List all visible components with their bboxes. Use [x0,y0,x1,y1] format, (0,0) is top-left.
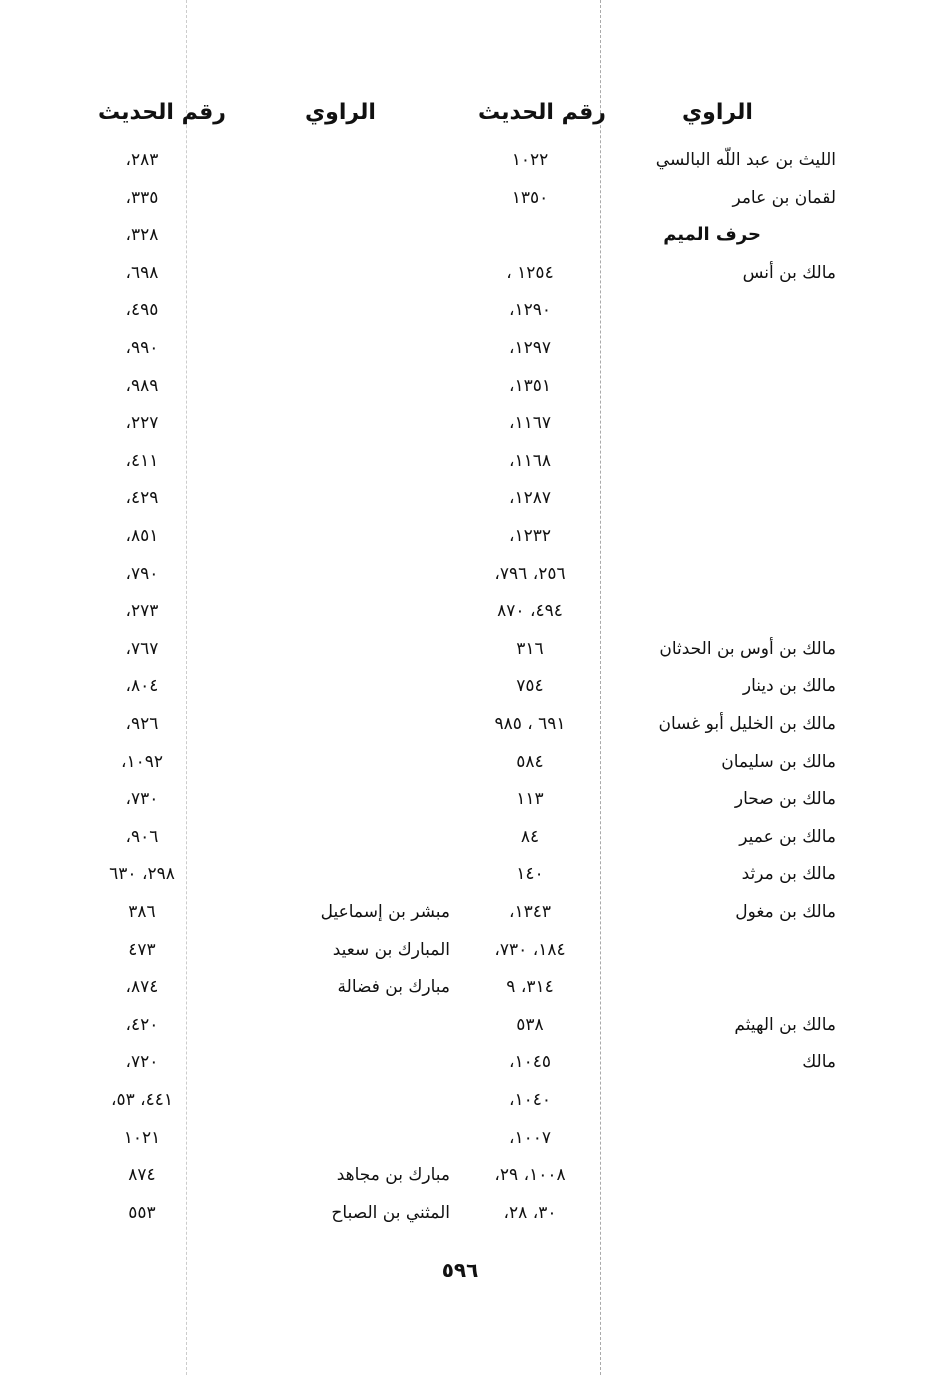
hadith-numbers: ٧٥٤ [516,676,544,697]
header-hadith-number-right: رقم الحديث [478,100,606,125]
hadith-numbers: ٤٩٥، [125,300,159,321]
header-narrator-left: الراوي [305,100,376,125]
hadith-numbers: ٧٢٠، [125,1052,159,1073]
hadith-numbers: ٤٢٩، [125,488,159,509]
section-heading: حرف الميم [663,224,761,246]
header-hadith-number-left: رقم الحديث [98,100,226,125]
narrator-name: مالك بن أنس [742,262,836,283]
narrator-name: مالك بن أوس بن الحدثان [659,638,836,659]
hadith-numbers: ٤٢٠، [125,1014,159,1035]
hadith-numbers: ٢٢٧، [125,413,159,434]
narrator-name: مالك بن عمير [739,826,836,847]
hadith-numbers: ٤٤١، ٥٣، [110,1090,174,1110]
narrator-name: مبارك بن فضالة [337,977,450,998]
hadith-numbers: ٨٧٤، [125,977,159,998]
hadith-numbers: ١٠٠٨، ٢٩، [494,1165,566,1186]
hadith-numbers: ٦٩٨، [125,262,159,283]
narrator-name: مبارك بن مجاهد [336,1165,450,1186]
hadith-numbers: ٩٢٦، [125,714,159,734]
narrator-name: لقمان بن عامر [732,187,836,208]
hadith-numbers [450,220,610,250]
hadith-numbers: ١٤٠ [516,864,544,885]
hadith-numbers: ٤٧٣ [128,939,156,960]
hadith-numbers: ١٨٤، ٧٣٠، [494,939,566,960]
hadith-numbers: ٩٠٦، [125,826,159,847]
hadith-numbers: ٩٩٠، [125,338,159,358]
narrator-name: مالك بن سليمان [721,751,836,772]
hadith-numbers: ٣٨٦ [128,902,156,922]
narrator-name: مالك بن الخليل أبو غسان [658,714,836,734]
hadith-numbers: ١٣٥١، [508,375,552,396]
hadith-numbers: ٢٨٣، [125,150,159,170]
hadith-numbers: ٥٥٣ [128,1202,156,1223]
hadith-numbers: ٣١٦ [516,638,544,659]
hadith-numbers: ١٠٤٠، [508,1090,552,1110]
hadith-numbers: ١٢٩٠، [508,300,552,321]
narrator-name: المبارك بن سعيد [332,939,450,960]
hadith-numbers: ٩٨٩، [125,375,159,396]
page-number: ٥٩٦ [441,1258,479,1282]
hadith-numbers: ١٠٩٢، [120,751,164,772]
hadith-numbers: ١٠٠٧، [508,1127,552,1148]
hadith-numbers: ٢٥٦، ٧٩٦، [494,563,566,584]
hadith-numbers: ٨٤ [520,826,540,847]
narrator-name: المثني بن الصباح [331,1202,450,1223]
hadith-numbers: ١٠٤٥، [508,1052,552,1073]
hadith-numbers: ١١٦٧، [508,413,552,434]
hadith-numbers: ٣٣٥، [125,187,159,208]
hadith-numbers: ٥٨٤ [516,751,544,772]
hadith-numbers: ١١٦٨، [508,450,552,471]
column-divider [600,0,601,1375]
hadith-numbers: ٨٠٤، [125,676,159,697]
hadith-numbers: ١٢٥٤ ، [506,262,554,283]
hadith-numbers: ١٢٩٧، [508,338,552,358]
hadith-numbers: ١٠٢١ [123,1127,161,1148]
narrator-name: مالك بن مغول [735,902,836,922]
hadith-numbers: ٣٠، ٢٨، [503,1202,557,1223]
hadith-numbers: ٤٩٤، ٨٧٠ [497,601,563,622]
hadith-numbers: ٢٧٣، [125,601,159,622]
hadith-numbers: ٦٩١ ، ٩٨٥ [494,714,566,734]
hadith-numbers: ٧٦٧، [125,638,159,659]
narrator-name: الليث بن عبد اللّه البالسي [655,150,836,170]
narrator-name: مبشر بن إسماعيل [320,902,450,922]
hadith-numbers: ١٣٥٠ [511,187,549,208]
hadith-numbers: ٢٩٨، ٦٣٠ [109,864,175,885]
hadith-numbers: ٧٣٠، [125,789,159,810]
narrator-name: مالك بن الهيثم [734,1014,836,1035]
hadith-numbers: ٧٩٠، [125,563,159,584]
hadith-numbers: ٣١٤، ٩ [506,977,554,998]
hadith-numbers: ١١٣ [516,789,544,810]
narrator-name: مالك بن دينار [742,676,836,697]
narrator-name: مالك بن صحار [734,789,836,810]
hadith-numbers: ١٣٤٣، [508,902,552,922]
hadith-numbers: ١٠٢٢ [511,150,549,170]
narrator-name: مالك بن مرثد [741,864,836,885]
hadith-numbers: ١٢٣٢، [508,526,552,546]
hadith-numbers: ٥٣٨ [516,1014,544,1035]
header-narrator-right: الراوي [682,100,753,125]
hadith-numbers: ٤١١، [125,450,159,471]
hadith-numbers: ١٢٨٧، [508,488,552,509]
hadith-numbers: ٨٥١، [125,526,159,546]
hadith-numbers: ٨٧٤ [128,1165,156,1186]
column-divider [186,0,187,1375]
hadith-numbers: ٣٢٨، [125,225,159,246]
narrator-name: مالك [802,1052,836,1073]
